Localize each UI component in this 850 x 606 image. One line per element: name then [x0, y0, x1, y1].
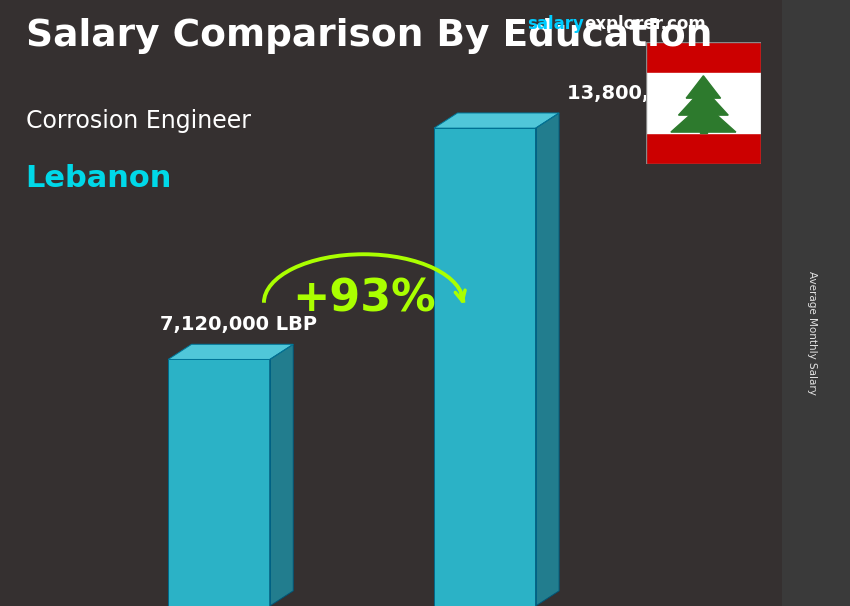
Text: 13,800,000 LBP: 13,800,000 LBP	[567, 84, 737, 102]
Bar	[646, 133, 761, 164]
Text: 7,120,000 LBP: 7,120,000 LBP	[161, 315, 317, 334]
Polygon shape	[536, 113, 559, 606]
Bar	[646, 42, 761, 73]
Bar	[700, 128, 707, 133]
Text: Lebanon: Lebanon	[26, 164, 172, 193]
Text: Average Monthly Salary: Average Monthly Salary	[807, 271, 817, 395]
Text: explorer.com: explorer.com	[584, 15, 706, 33]
Text: Corrosion Engineer: Corrosion Engineer	[26, 109, 251, 133]
Text: salary: salary	[527, 15, 584, 33]
Polygon shape	[434, 128, 536, 606]
Polygon shape	[269, 344, 293, 606]
Text: Salary Comparison By Education: Salary Comparison By Education	[26, 18, 711, 54]
Polygon shape	[434, 113, 559, 128]
Polygon shape	[671, 103, 736, 132]
Bar	[646, 73, 761, 133]
Polygon shape	[686, 76, 721, 98]
Polygon shape	[168, 359, 269, 606]
Polygon shape	[168, 344, 293, 359]
Text: +93%: +93%	[292, 278, 435, 321]
Polygon shape	[678, 88, 728, 115]
